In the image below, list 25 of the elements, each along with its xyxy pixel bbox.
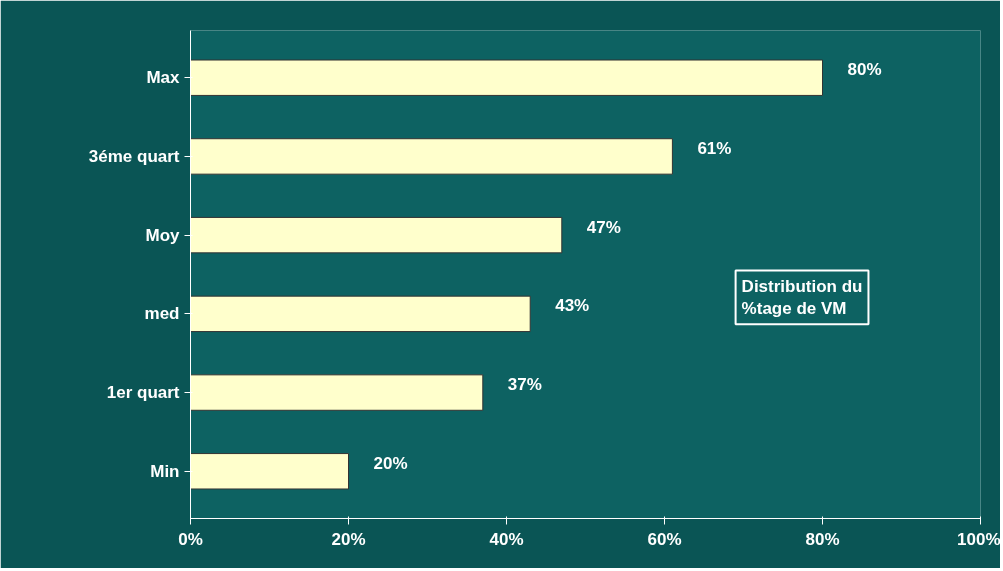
bar [190,453,349,490]
data-label: 37% [507,375,542,395]
bar [190,59,823,96]
y-tick-label: 3éme quart [88,146,180,166]
bar [190,138,673,175]
y-tick-label: 1er quart [106,383,180,403]
data-label: 61% [697,138,732,158]
y-tick-label: Moy [145,225,181,245]
y-tick-label: med [144,304,180,324]
bar [190,295,531,333]
y-tick-label: Min [150,461,180,481]
data-label: 20% [373,453,408,473]
x-tick-label: 80% [805,529,840,549]
y-tick-label: Max [146,68,181,88]
annotation: Distribution du %tage de VM [741,276,863,319]
x-tick-label: 100% [957,529,1001,549]
x-tick-label: 20% [331,529,366,549]
x-tick-label: 40% [489,529,524,549]
data-label: 80% [847,60,882,80]
data-label: 47% [586,217,621,237]
x-tick-label: 0% [178,529,203,549]
x-tick-label: 60% [647,529,682,549]
bar [190,374,484,411]
bar [190,216,563,254]
data-label: 43% [555,296,590,316]
